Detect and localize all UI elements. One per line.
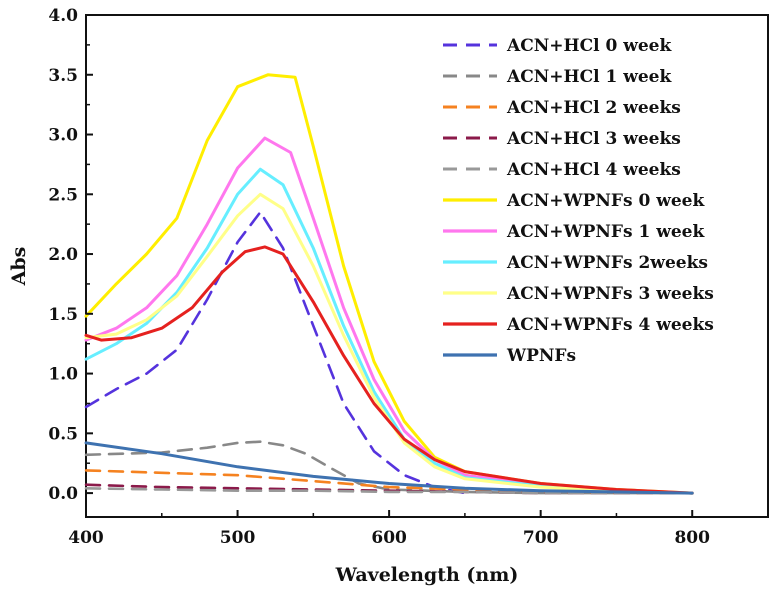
series-line-1 [84, 440, 694, 495]
legend-label-4: ACN+HCl 4 weeks [506, 160, 681, 180]
x-tick-label-1: 500 [220, 528, 256, 548]
y-tick-label-8: 4.0 [48, 6, 78, 26]
y-tick-label-4: 2.0 [48, 245, 78, 265]
series-line-0 [84, 210, 467, 495]
legend-label-1: ACN+HCl 1 week [506, 67, 672, 87]
legend-label-2: ACN+HCl 2 weeks [506, 98, 681, 118]
x-tick-label-2: 600 [371, 528, 407, 548]
y-tick-label-1: 0.5 [48, 424, 78, 444]
y-tick-label-6: 3.0 [48, 126, 78, 146]
series-line-4 [84, 487, 694, 495]
y-tick-label-5: 2.5 [48, 185, 78, 205]
legend-label-5: ACN+WPNFs 0 week [506, 191, 705, 211]
x-tick-label-3: 700 [523, 528, 559, 548]
x-tick-label-4: 800 [674, 528, 710, 548]
series-line-8 [84, 192, 694, 495]
y-tick-label-3: 1.5 [48, 305, 78, 325]
legend-label-10: WPNFs [506, 346, 576, 366]
legend-label-3: ACN+HCl 3 weeks [506, 129, 681, 149]
legend-label-7: ACN+WPNFs 2weeks [506, 253, 708, 273]
series-line-9 [84, 245, 694, 495]
x-tick-label-0: 400 [68, 528, 104, 548]
y-axis-label: Abs [8, 247, 30, 287]
legend: ACN+HCl 0 week ACN+HCl 1 week ACN+HCl 2 we… [443, 36, 714, 366]
x-axis-label: Wavelength (nm) [335, 564, 519, 586]
legend-label-0: ACN+HCl 0 week [506, 36, 672, 56]
plot-frame [85, 14, 769, 518]
legend-label-8: ACN+WPNFs 3 weeks [506, 284, 714, 304]
series-line-6 [84, 136, 694, 495]
legend-label-6: ACN+WPNFs 1 week [506, 222, 705, 242]
series-line-10 [84, 441, 694, 495]
legend-label-9: ACN+WPNFs 4 weeks [506, 315, 714, 335]
y-tick-label-2: 1.0 [48, 365, 78, 385]
series-layer [84, 73, 694, 495]
y-tick-label-7: 3.5 [48, 66, 78, 86]
y-tick-label-0: 0.0 [48, 484, 78, 504]
axis-layer: 400 500 600 700 800 0.0 0.5 1.0 1.5 2.0 2.5 3.0 3.5 4… [48, 6, 710, 548]
